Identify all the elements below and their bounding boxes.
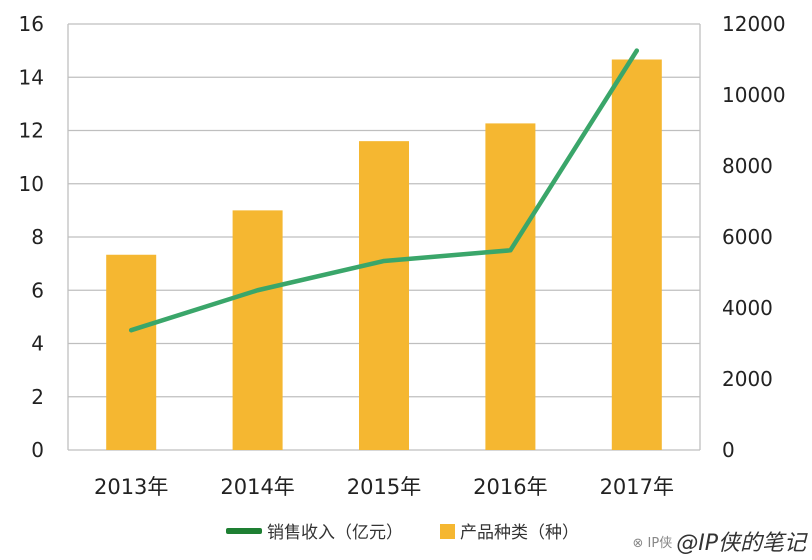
left-tick-label: 10 xyxy=(19,172,44,196)
right-tick-label: 0 xyxy=(722,438,735,462)
left-tick-label: 4 xyxy=(31,332,44,356)
right-tick-label: 10000 xyxy=(722,83,786,107)
line-point xyxy=(382,258,386,263)
bar-2015年 xyxy=(359,141,409,450)
watermark: ⊗ IP侠 @IP侠的笔记 xyxy=(633,526,806,556)
bar-2014年 xyxy=(232,210,283,450)
right-tick-label: 6000 xyxy=(722,225,773,249)
right-tick-label: 4000 xyxy=(722,296,773,320)
left-tick-label: 2 xyxy=(31,385,44,409)
line-point xyxy=(508,248,513,253)
right-tick-label: 8000 xyxy=(722,154,773,178)
x-tick-label: 2014年 xyxy=(220,475,294,499)
left-tick-label: 0 xyxy=(31,438,44,462)
line-point xyxy=(255,288,260,293)
legend-label-bar: 产品种类（种） xyxy=(460,523,579,543)
left-tick-label: 14 xyxy=(19,65,44,89)
bar-2017年 xyxy=(611,59,662,450)
x-tick-label: 2015年 xyxy=(347,475,421,499)
axes: 0 2 4 6 8 10 12 14 16 0 2000 4000 6000 8000 10000 12000… xyxy=(19,12,786,499)
line-point xyxy=(129,328,134,333)
x-tick-label: 2013年 xyxy=(94,475,168,499)
x-tick-label: 2017年 xyxy=(600,475,674,499)
left-tick-label: 6 xyxy=(31,278,44,302)
bar-2016年 xyxy=(485,123,536,451)
legend-swatch-bar xyxy=(440,524,455,539)
bar-series xyxy=(106,59,662,451)
left-tick-label: 12 xyxy=(19,119,44,143)
right-tick-label: 2000 xyxy=(722,367,773,391)
legend-swatch-line xyxy=(226,528,262,534)
line-point xyxy=(634,48,639,53)
legend: 销售收入（亿元） 产品种类（种） xyxy=(226,523,579,543)
right-tick-label: 12000 xyxy=(722,12,786,36)
bar-2013年 xyxy=(106,254,157,450)
left-tick-label: 8 xyxy=(31,225,44,249)
legend-label-line: 销售收入（亿元） xyxy=(267,523,403,543)
line-series xyxy=(128,48,640,333)
watermark-text: @IP侠的笔记 xyxy=(676,531,806,556)
x-tick-label: 2016年 xyxy=(473,475,547,499)
left-tick-label: 16 xyxy=(19,12,44,36)
watermark-small: ⊗ IP侠 xyxy=(632,535,673,551)
